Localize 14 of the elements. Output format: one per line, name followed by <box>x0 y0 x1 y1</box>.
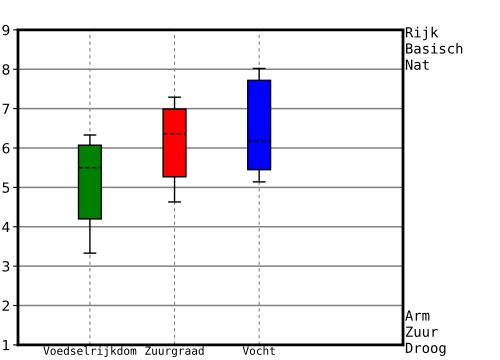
y-tick-label: 4 <box>2 222 10 232</box>
x-tick-label: Vocht <box>242 346 275 355</box>
x-tick-label: Voedselrijkdom <box>43 346 136 358</box>
y-tick-label: 9 <box>2 24 10 36</box>
y-tick-label: 8 <box>2 64 10 75</box>
y-tick-label: 2 <box>2 300 9 311</box>
y-tick-label: 7 <box>2 104 10 114</box>
y-tick-label: 6 <box>2 142 10 154</box>
text: Arm Zuur Droog <box>405 310 446 356</box>
y-tick-label: 5 <box>2 182 10 193</box>
text: Rijk Basisch Nat <box>406 26 462 70</box>
x-tick-label: Zuurgraad <box>145 346 204 358</box>
y-tick-label: 3 <box>2 261 10 272</box>
y-tick-label: 1 <box>3 340 10 350</box>
